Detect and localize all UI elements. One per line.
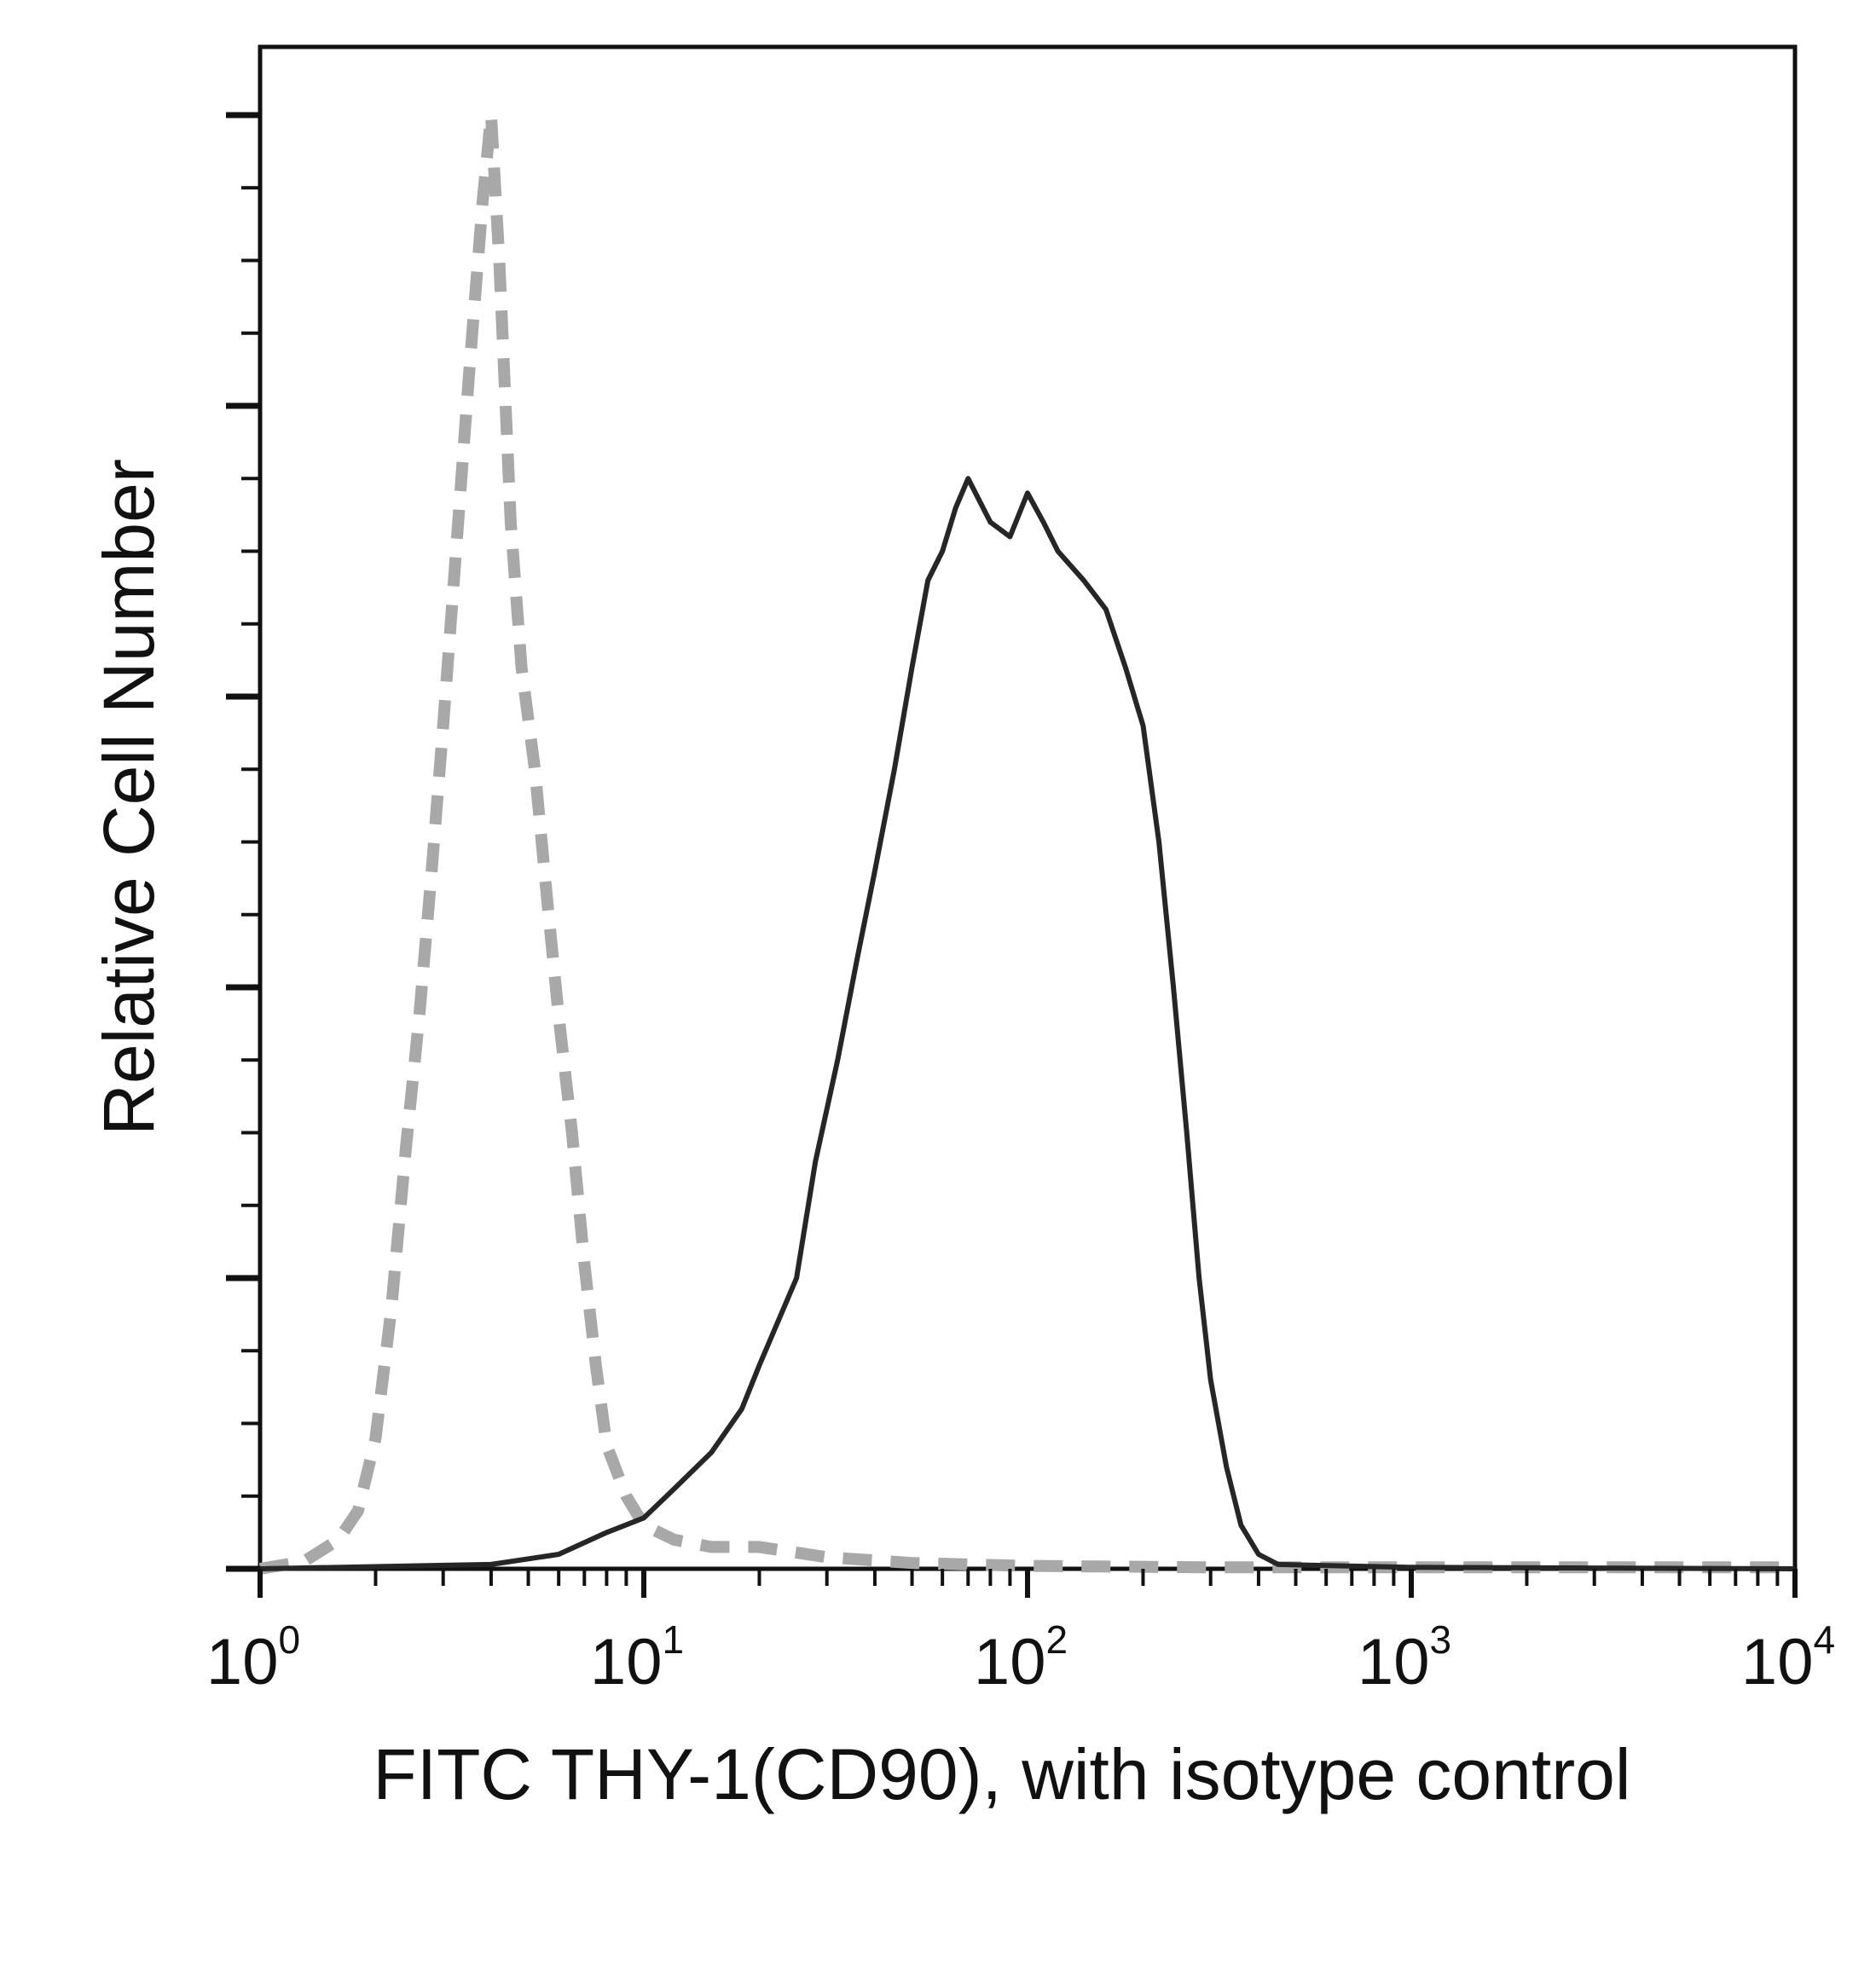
- isotype-control-curve: [258, 109, 1795, 1575]
- y-axis-title: Relative Cell Number: [89, 459, 169, 1136]
- x-tick-label: 102: [974, 1617, 1068, 1698]
- curves: [258, 109, 1796, 1575]
- x-tick-label: 101: [590, 1617, 684, 1698]
- x-axis-tick-labels: 100 101 102 103 104: [206, 1617, 1835, 1698]
- y-axis-ticks: [226, 112, 260, 1572]
- x-axis-ticks: [258, 1569, 1798, 1598]
- x-tick-label: 104: [1741, 1617, 1835, 1698]
- thy1-cd90-curve: [259, 476, 1796, 1571]
- x-tick-label: 103: [1358, 1617, 1451, 1698]
- x-axis-title: FITC THY-1(CD90), with isotype control: [373, 1734, 1630, 1814]
- plot-area: 100 101 102 103 104: [206, 44, 1835, 1698]
- x-tick-label: 100: [206, 1617, 300, 1698]
- plot-frame: [258, 44, 1798, 1571]
